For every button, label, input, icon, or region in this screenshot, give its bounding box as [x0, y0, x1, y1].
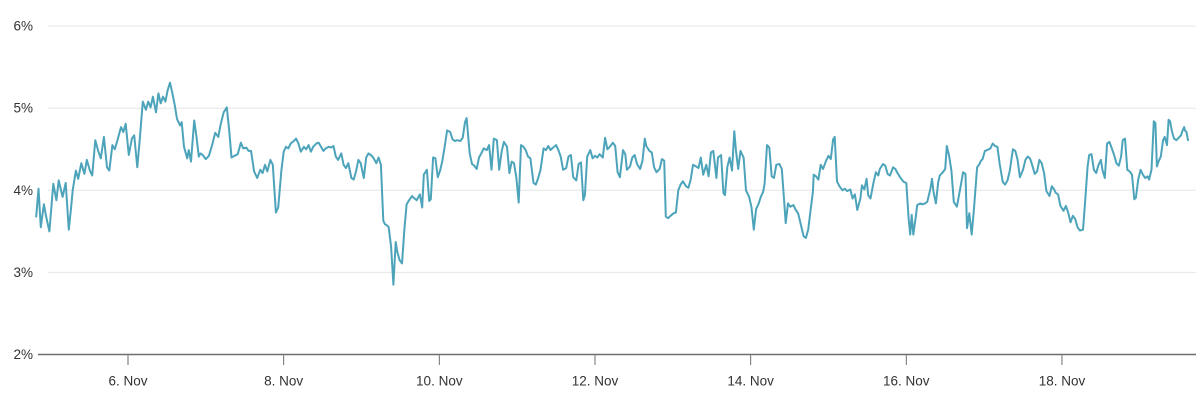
- x-axis-label-8: 8. Nov: [264, 374, 303, 389]
- y-axis-label-4pct: 4%: [13, 183, 33, 198]
- y-axis-label-2pct: 2%: [13, 347, 33, 362]
- x-axis-label-10: 10. Nov: [416, 374, 463, 389]
- x-axis-label-12: 12. Nov: [572, 374, 619, 389]
- x-axis-label-6: 6. Nov: [108, 374, 147, 389]
- y-axis-label-3pct: 3%: [13, 265, 33, 280]
- x-axis-label-16: 16. Nov: [883, 374, 930, 389]
- y-axis-label-5pct: 5%: [13, 101, 33, 116]
- x-axis-label-14: 14. Nov: [727, 374, 774, 389]
- data-series-line[interactable]: [35, 81, 1189, 286]
- x-axis-label-18: 18. Nov: [1039, 374, 1086, 389]
- y-axis-label-6pct: 6%: [13, 19, 33, 34]
